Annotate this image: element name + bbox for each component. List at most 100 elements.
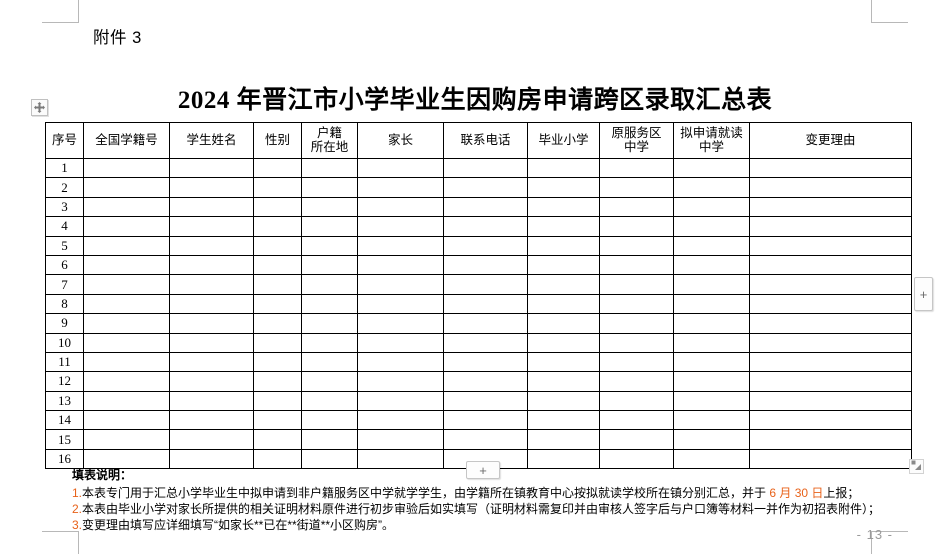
cell-original-district-middle-school[interactable] [599, 429, 674, 450]
cell-graduating-primary-school[interactable] [527, 216, 600, 237]
cell-national-student-id[interactable] [83, 371, 170, 392]
cell-gender[interactable] [253, 293, 302, 315]
cell-graduating-primary-school[interactable] [527, 371, 600, 392]
cell-requested-middle-school[interactable] [673, 293, 750, 315]
cell-graduating-primary-school[interactable] [527, 177, 600, 198]
cell-household-registration-location[interactable] [301, 429, 358, 450]
cell-student-name[interactable] [169, 254, 254, 276]
table-row[interactable]: 4 [45, 216, 912, 237]
cell-gender[interactable] [253, 274, 302, 295]
cell-graduating-primary-school[interactable] [527, 429, 600, 450]
table-row[interactable]: 13 [45, 390, 912, 412]
table-row[interactable]: 7 [45, 274, 912, 295]
cell-parent[interactable] [357, 274, 444, 295]
cell-household-registration-location[interactable] [301, 254, 358, 276]
cell-graduating-primary-school[interactable] [527, 235, 600, 256]
cell-requested-middle-school[interactable] [673, 196, 750, 218]
cell-original-district-middle-school[interactable] [599, 351, 674, 373]
cell-student-name[interactable] [169, 216, 254, 237]
table-move-handle[interactable] [31, 99, 48, 116]
cell-change-reason[interactable] [749, 235, 912, 256]
cell-change-reason[interactable] [749, 196, 912, 218]
cell-household-registration-location[interactable] [301, 313, 358, 334]
table-row[interactable]: 1 [45, 157, 912, 179]
cell-requested-middle-school[interactable] [673, 274, 750, 295]
cell-parent[interactable] [357, 332, 444, 353]
table-row[interactable]: 16 [45, 448, 912, 470]
cell-student-name[interactable] [169, 196, 254, 218]
cell-requested-middle-school[interactable] [673, 157, 750, 179]
cell-contact-phone[interactable] [443, 274, 528, 295]
cell-student-name[interactable] [169, 235, 254, 256]
cell-original-district-middle-school[interactable] [599, 254, 674, 276]
cell-change-reason[interactable] [749, 332, 912, 353]
cell-parent[interactable] [357, 293, 444, 315]
cell-graduating-primary-school[interactable] [527, 274, 600, 295]
cell-parent[interactable] [357, 157, 444, 179]
cell-original-district-middle-school[interactable] [599, 293, 674, 315]
cell-contact-phone[interactable] [443, 351, 528, 373]
cell-parent[interactable] [357, 235, 444, 256]
cell-original-district-middle-school[interactable] [599, 177, 674, 198]
cell-household-registration-location[interactable] [301, 196, 358, 218]
cell-gender[interactable] [253, 371, 302, 392]
cell-gender[interactable] [253, 313, 302, 334]
cell-household-registration-location[interactable] [301, 351, 358, 373]
cell-graduating-primary-school[interactable] [527, 196, 600, 218]
cell-household-registration-location[interactable] [301, 274, 358, 295]
cell-gender[interactable] [253, 410, 302, 431]
cell-contact-phone[interactable] [443, 177, 528, 198]
cell-original-district-middle-school[interactable] [599, 216, 674, 237]
cell-graduating-primary-school[interactable] [527, 157, 600, 179]
cell-requested-middle-school[interactable] [673, 410, 750, 431]
cell-requested-middle-school[interactable] [673, 313, 750, 334]
cell-gender[interactable] [253, 196, 302, 218]
cell-national-student-id[interactable] [83, 274, 170, 295]
cell-graduating-primary-school[interactable] [527, 332, 600, 353]
cell-change-reason[interactable] [749, 274, 912, 295]
cell-gender[interactable] [253, 351, 302, 373]
cell-parent[interactable] [357, 196, 444, 218]
cell-graduating-primary-school[interactable] [527, 313, 600, 334]
cell-contact-phone[interactable] [443, 390, 528, 412]
table-row[interactable]: 6 [45, 254, 912, 276]
cell-household-registration-location[interactable] [301, 371, 358, 392]
cell-student-name[interactable] [169, 293, 254, 315]
cell-student-name[interactable] [169, 410, 254, 431]
cell-gender[interactable] [253, 332, 302, 353]
cell-requested-middle-school[interactable] [673, 390, 750, 412]
cell-household-registration-location[interactable] [301, 216, 358, 237]
cell-parent[interactable] [357, 351, 444, 373]
cell-change-reason[interactable] [749, 410, 912, 431]
cell-national-student-id[interactable] [83, 235, 170, 256]
cell-household-registration-location[interactable] [301, 177, 358, 198]
cell-student-name[interactable] [169, 371, 254, 392]
cell-national-student-id[interactable] [83, 332, 170, 353]
cell-student-name[interactable] [169, 313, 254, 334]
table-row[interactable]: 2 [45, 177, 912, 198]
table-row[interactable]: 5 [45, 235, 912, 256]
cell-original-district-middle-school[interactable] [599, 390, 674, 412]
table-row[interactable]: 12 [45, 371, 912, 392]
cell-change-reason[interactable] [749, 351, 912, 373]
cell-national-student-id[interactable] [83, 157, 170, 179]
table-row[interactable]: 3 [45, 196, 912, 218]
cell-graduating-primary-school[interactable] [527, 254, 600, 276]
cell-contact-phone[interactable] [443, 196, 528, 218]
cell-requested-middle-school[interactable] [673, 216, 750, 237]
cell-parent[interactable] [357, 254, 444, 276]
cell-change-reason[interactable] [749, 429, 912, 450]
cell-student-name[interactable] [169, 274, 254, 295]
cell-national-student-id[interactable] [83, 254, 170, 276]
cell-contact-phone[interactable] [443, 410, 528, 431]
cell-original-district-middle-school[interactable] [599, 313, 674, 334]
cell-household-registration-location[interactable] [301, 332, 358, 353]
cell-household-registration-location[interactable] [301, 390, 358, 412]
cell-change-reason[interactable] [749, 371, 912, 392]
cell-national-student-id[interactable] [83, 351, 170, 373]
cell-contact-phone[interactable] [443, 332, 528, 353]
cell-graduating-primary-school[interactable] [527, 293, 600, 315]
cell-parent[interactable] [357, 216, 444, 237]
cell-requested-middle-school[interactable] [673, 332, 750, 353]
table-row[interactable]: 15 [45, 429, 912, 450]
